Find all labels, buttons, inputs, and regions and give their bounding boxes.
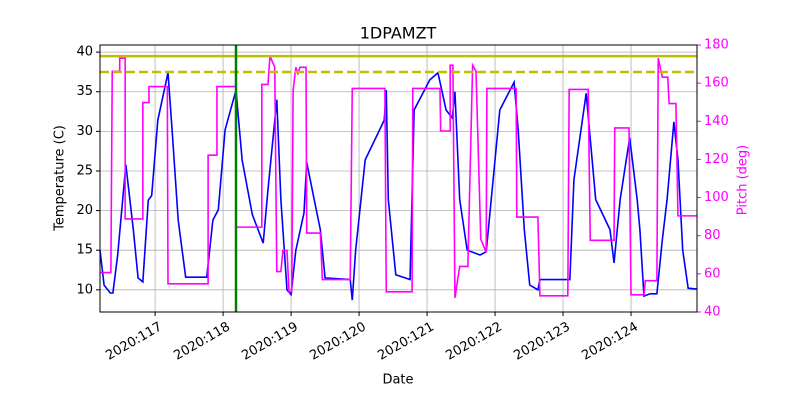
y2-tick-label: 100 [704,190,729,205]
y-tick-label: 20 [76,203,93,218]
y-tick-label: 15 [76,243,93,258]
series-line [100,55,697,299]
plot-frame [99,44,698,313]
x-tick-label: 2020:122 [443,320,504,364]
y-tick-label: 30 [76,124,93,139]
x-tick-label: 2020:117 [103,320,164,364]
y2-tick-label: 180 [704,38,729,53]
x-axis-label: Date [382,373,413,388]
series-line [99,71,698,301]
y2-tick-label: 120 [704,152,729,167]
y-tick-label: 40 [76,45,93,60]
y2-tick-label: 60 [704,266,721,281]
x-tick-label: 2020:124 [579,320,640,364]
y-tick-label: 25 [76,163,93,178]
x-tick-label: 2020:123 [511,320,572,364]
y2-tick-label: 80 [704,228,721,243]
y2-tick-label: 140 [704,114,729,129]
y-tick-label: 10 [76,282,93,297]
x-tick-label: 2020:118 [171,320,232,364]
y2-tick-label: 40 [704,305,721,320]
x-tick-label: 2020:121 [375,320,436,364]
y-tick-label: 35 [76,84,93,99]
y-axis-label: Temperature (C) [53,125,68,232]
x-tick-label: 2020:120 [307,320,368,364]
y2-tick-label: 160 [704,76,729,91]
chart-title: 1DPAMZT [360,24,437,43]
y2-axis-label: Pitch (deg) [736,145,751,215]
x-tick-label: 2020:119 [239,320,300,364]
